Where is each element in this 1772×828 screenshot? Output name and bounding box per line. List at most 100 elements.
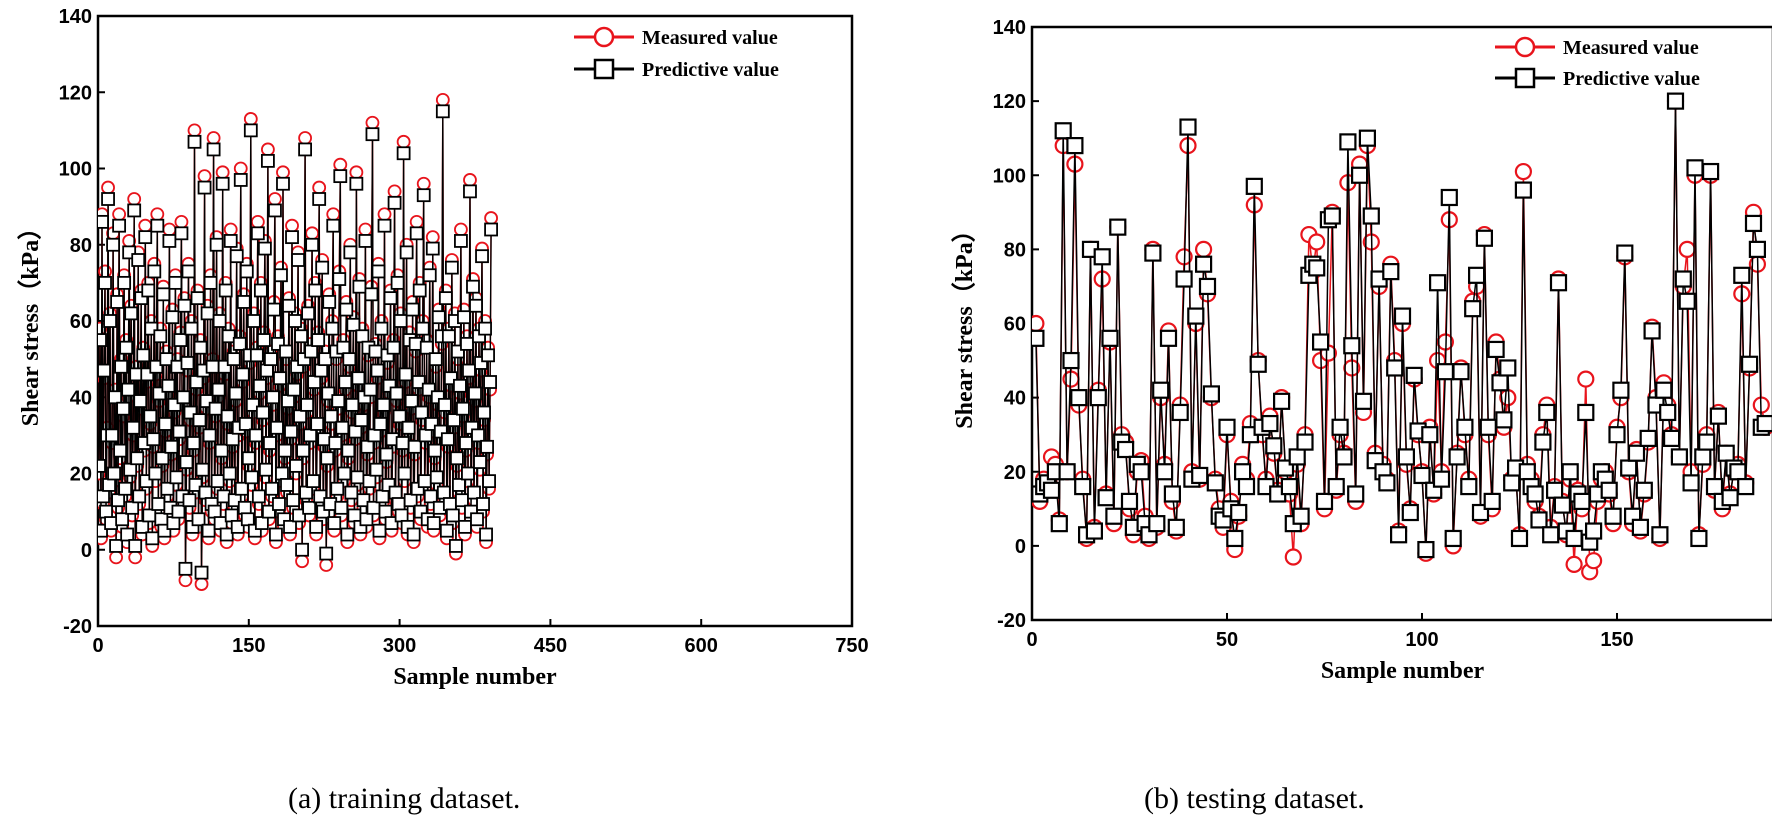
data-point: [1194, 240, 1213, 258]
y-tick-label: 80: [1004, 239, 1026, 261]
data-point: [1733, 266, 1751, 284]
data-point: [1499, 359, 1517, 377]
data-point: [377, 218, 392, 233]
data-point: [101, 192, 115, 206]
data-point: [214, 443, 229, 458]
data-point: [374, 321, 389, 336]
y-tick-label: 0: [81, 540, 92, 562]
data-point: [1280, 477, 1299, 496]
data-point: [108, 390, 122, 405]
data-point: [211, 382, 226, 397]
data-point: [1202, 385, 1221, 403]
data-point: [105, 428, 119, 443]
data-point: [359, 512, 374, 527]
data-point: [250, 226, 265, 241]
data-point: [1604, 507, 1622, 525]
data-point: [1705, 477, 1724, 496]
data-point: [1171, 403, 1189, 422]
y-tick-label: 140: [993, 17, 1026, 39]
data-point: [1358, 129, 1377, 147]
data-point: [1233, 463, 1252, 481]
data-point: [125, 500, 140, 515]
data-point: [223, 234, 238, 248]
data-point: [239, 264, 254, 279]
data-point: [195, 462, 210, 477]
data-point: [446, 413, 461, 428]
data-point: [397, 466, 412, 481]
data-point: [468, 386, 482, 401]
data-point: [1058, 463, 1076, 481]
data-point: [1584, 552, 1603, 570]
data-point: [128, 550, 143, 565]
data-point: [289, 458, 303, 473]
data-point: [221, 329, 236, 344]
data-point: [1631, 518, 1650, 536]
data-point: [147, 264, 162, 279]
data-point: [352, 279, 367, 294]
data-point: [156, 287, 171, 302]
data-point: [1323, 207, 1341, 225]
data-point: [336, 340, 351, 355]
data-point: [292, 508, 306, 523]
data-point: [1397, 448, 1416, 466]
data-point: [176, 390, 191, 405]
data-point: [342, 352, 357, 367]
data-point: [426, 516, 441, 530]
data-point: [110, 295, 125, 309]
data-point: [1218, 418, 1236, 436]
data-point: [233, 173, 248, 187]
data-point: [1389, 526, 1408, 544]
data-point: [1709, 407, 1728, 425]
data-point: [280, 478, 294, 492]
data-point: [333, 157, 348, 172]
data-point: [303, 428, 318, 443]
data-point: [1120, 492, 1139, 510]
data-point: [212, 314, 227, 328]
data-point: [109, 550, 123, 565]
data-point: [1744, 214, 1763, 233]
data-point: [1456, 418, 1474, 436]
data-point: [1643, 322, 1661, 340]
data-point: [1393, 307, 1412, 325]
y-tick-label: 80: [70, 235, 92, 257]
data-point: [327, 516, 342, 530]
y-tick-label: 120: [993, 91, 1026, 113]
data-point: [1503, 474, 1521, 492]
data-point: [349, 165, 364, 180]
data-point: [174, 214, 189, 229]
data-point: [186, 436, 201, 450]
data-point: [153, 329, 168, 344]
data-point: [301, 306, 316, 321]
legend-marker: [1514, 67, 1536, 89]
data-point: [318, 352, 333, 367]
data-point: [263, 436, 277, 450]
data-point: [284, 424, 298, 439]
data-point: [262, 504, 276, 519]
data-point: [312, 180, 327, 195]
data-point: [367, 428, 382, 443]
data-point: [423, 489, 438, 504]
data-point: [1600, 481, 1618, 499]
data-point: [253, 283, 268, 298]
data-point: [304, 344, 319, 359]
data-point: [461, 466, 475, 481]
data-point: [257, 241, 272, 256]
x-tick-label: 0: [92, 635, 103, 657]
data-point: [197, 169, 212, 184]
data-point: [180, 356, 195, 370]
data-point: [168, 275, 183, 290]
data-point: [390, 275, 405, 290]
data-point: [394, 508, 409, 523]
data-point: [305, 226, 320, 241]
data-point: [373, 417, 388, 431]
data-point: [349, 176, 364, 191]
data-point: [296, 443, 310, 458]
data-point: [116, 401, 131, 416]
legend: Measured value Predictive value: [574, 26, 779, 81]
data-point: [1694, 448, 1712, 466]
data-point: [265, 481, 279, 496]
data-point: [387, 195, 402, 210]
data-point: [220, 409, 235, 424]
data-point: [326, 218, 341, 233]
data-point: [350, 470, 365, 485]
